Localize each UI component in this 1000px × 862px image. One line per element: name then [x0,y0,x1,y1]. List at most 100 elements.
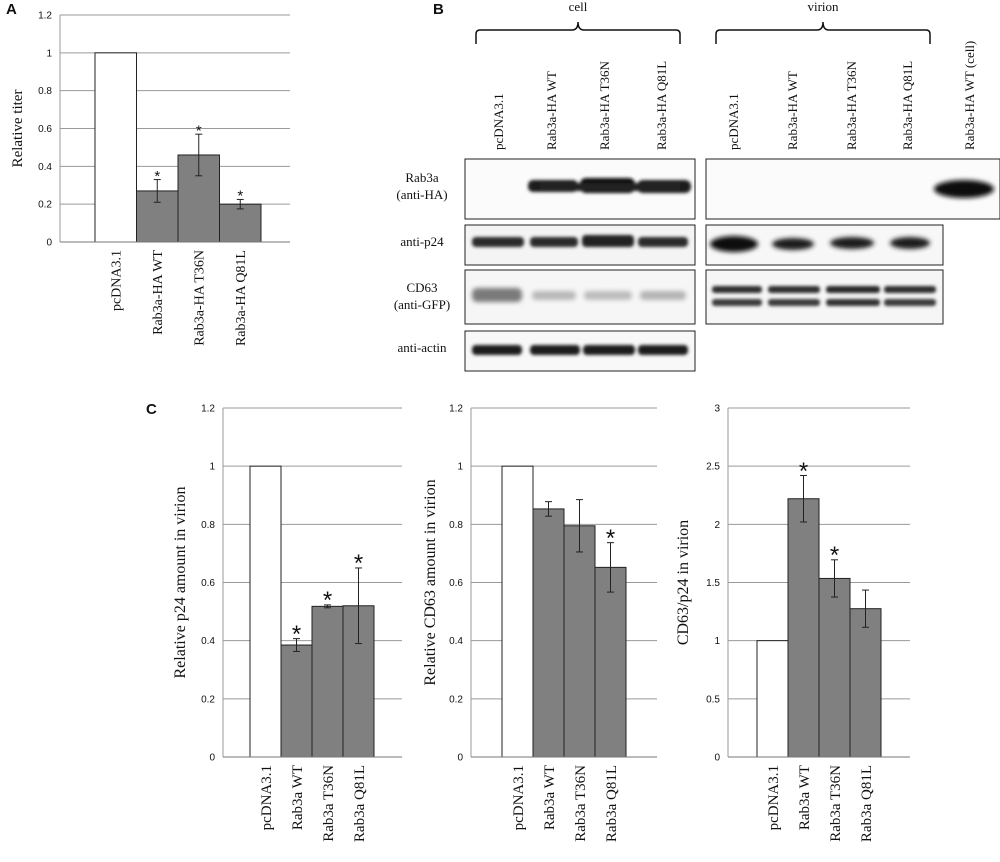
y-tick-label-a-3: 0.6 [38,124,52,135]
y-tick-label-a-0: 0 [46,238,52,249]
y-tick-label-c3-2: 1 [714,636,720,647]
bar-c1-2 [311,605,344,758]
x-tick-label-c3-1: Rab3a WT [797,765,813,830]
bar-c2-0 [501,465,534,758]
y-tick-label-a-5: 1 [46,48,52,59]
band-cd63-virion-pcdna-upper [712,286,762,293]
lane-label-cell-1: Rab3a-HA WT [544,71,559,150]
band-actin-cell-q81l [638,345,688,355]
lane-label-cell-2: Rab3a-HA T36N [597,60,612,150]
y-tick-label-a-2: 0.4 [38,162,52,173]
band-p24-virion-q81l [890,237,930,249]
y-tick-label-c3-0: 0 [714,753,720,764]
band-cd63-cell-q81l [640,291,686,300]
band-rab3a-virion-control [934,180,994,198]
significance-star-a-2: * [196,122,202,139]
x-tick-label-c1-2: Rab3a T36N [321,765,337,842]
significance-star-a-1: * [154,168,160,185]
y-axis-label-c3: CD63/p24 in virion [675,520,692,645]
y-tick-label-c3-3: 1.5 [706,578,720,589]
band-actin-cell-t36n [583,345,635,355]
y-tick-label-a-4: 0.8 [38,86,52,97]
row-label-anti-p24: anti-p24 [400,234,444,249]
bar-c2-1 [532,508,565,758]
row-label-anti-ha: (anti-HA) [396,187,447,202]
band-cd63-virion-wt-lower [768,299,820,306]
chart-relative-p24: 0 0.2 0.4 0.6 0.8 1 1.2 Relative p24 amount in … [172,404,402,842]
error-bar-c2-3 [607,542,614,593]
y-tick-label-c1-0: 0 [209,753,215,764]
x-tick-label-c2-0: pcDNA3.1 [511,765,527,830]
band-p24-cell-wt [530,237,578,247]
panel-letter-b: B [433,1,444,18]
error-bar-c3-1 [800,474,807,523]
lane-labels-cell: pcDNA3.1 Rab3a-HA WT Rab3a-HA T36N Rab3a-HA… [491,60,669,150]
chart-cd63-p24-ratio: 0 0.5 1 1.5 2 2.5 3 CD63/p24 in virion pcDNA3.1 *… [675,404,910,842]
error-bar-c1-3 [355,567,362,645]
y-axis-label-c2: Relative CD63 amount in virion [422,479,439,685]
y-tick-label-c2-2: 0.4 [449,636,463,647]
group-label-virion: virion [807,0,839,14]
significance-star-a-3: * [237,188,243,205]
significance-star-c3-1: * [799,458,808,485]
error-bar-a-1 [153,179,161,203]
x-tick-label-c2-1: Rab3a WT [542,765,558,830]
bar-a-3 [219,203,262,243]
bar-c3-3 [849,608,882,758]
lane-label-virion-1: Rab3a-HA WT [785,71,800,150]
group-label-cell: cell [569,0,588,14]
y-tick-label-c2-1: 0.2 [449,694,463,705]
y-tick-label-c1-4: 0.8 [201,520,215,531]
error-bar-c2-2 [576,499,583,553]
significance-star-c1-1: * [292,621,301,648]
y-tick-label-c3-6: 3 [714,404,720,415]
row-label-rab3a: Rab3a [405,170,438,185]
band-p24-virion-wt [772,238,814,250]
x-tick-label-c3-3: Rab3a Q81L [859,765,875,842]
row-label-anti-gfp: (anti-GFP) [394,297,450,312]
y-tick-label-c1-3: 0.6 [201,578,215,589]
y-tick-label-c1-2: 0.4 [201,636,215,647]
band-cd63-virion-t36n-upper [826,286,880,293]
y-tick-label-c3-1: 0.5 [706,694,720,705]
y-tick-label-a-1: 0.2 [38,200,52,211]
band-p24-virion-pcdna [710,236,758,252]
chart-relative-cd63: 0 0.2 0.4 0.6 0.8 1 1.2 Relative CD63 amount in… [422,404,657,842]
error-bar-c3-3 [862,589,869,628]
lane-label-cell-0: pcDNA3.1 [491,93,506,150]
band-p24-cell-pcdna [472,237,524,247]
bar-c3-1 [787,498,820,758]
significance-star-c3-2: * [830,542,839,569]
error-bar-a-3 [236,198,244,210]
x-tick-label-c1-0: pcDNA3.1 [259,765,275,830]
bar-c2-2 [563,525,596,758]
x-tick-label-a-0: pcDNA3.1 [110,250,125,311]
x-tick-label-a-2: Rab3a-HA T36N [193,250,208,346]
x-tick-label-a-3: Rab3a-HA Q81L [234,250,249,346]
band-cd63-cell-wt [532,291,576,300]
band-cd63-cell-t36n [584,291,632,300]
y-tick-label-c1-5: 1 [209,462,215,473]
band-actin-cell-wt [530,345,580,355]
y-tick-label-c1-6: 1.2 [201,404,215,415]
brace-virion [715,21,931,44]
lane-labels-virion: pcDNA3.1 Rab3a-HA WT Rab3a-HA T36N Rab3a-HA… [726,41,977,150]
blot-box-virion-cd63 [705,269,944,325]
bar-c1-1 [280,644,313,758]
panel-letter-a: A [6,1,17,18]
y-tick-label-c3-4: 2 [714,520,720,531]
x-tick-label-c2-3: Rab3a Q81L [604,765,620,842]
bar-a-0 [94,52,137,243]
y-tick-label-c2-6: 1.2 [449,404,463,415]
y-tick-label-c1-1: 0.2 [201,694,215,705]
significance-star-c2-3: * [606,525,615,552]
x-tick-label-c3-0: pcDNA3.1 [766,765,782,830]
band-cd63-virion-wt-upper [768,286,820,293]
x-tick-label-c3-2: Rab3a T36N [828,765,844,842]
error-bar-c1-1 [293,638,300,652]
y-tick-label-c2-5: 1 [457,462,463,473]
band-actin-cell-pcdna [472,345,522,355]
bar-c3-2 [818,577,851,758]
y-axis-label-c1: Relative p24 amount in virion [172,487,189,679]
